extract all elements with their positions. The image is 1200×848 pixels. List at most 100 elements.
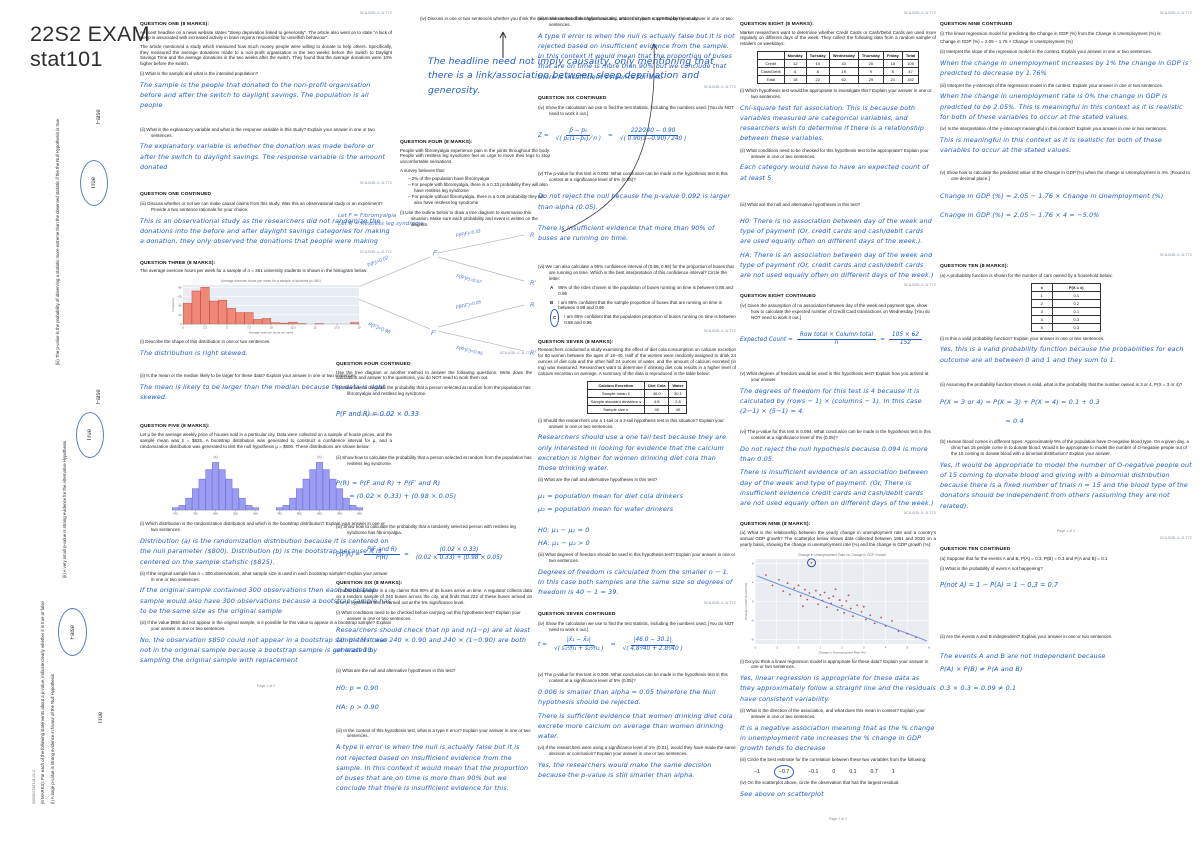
option-text: I am 95% confident that the population p… bbox=[564, 314, 736, 326]
table-cell: 21 bbox=[882, 75, 903, 85]
handwritten-answer: A type II error is when the null is actu… bbox=[538, 31, 735, 81]
question-text: (iv) Given the assumption of no associat… bbox=[740, 303, 931, 320]
page-code: 0C8-B35-4--8-772 bbox=[359, 413, 392, 418]
question-text: (i) What conditions need to be checked b… bbox=[336, 609, 521, 621]
table-header-cell: P(X = x) bbox=[1051, 282, 1102, 292]
page-code: 0C8-B35-4--8-772 bbox=[499, 351, 532, 355]
svg-text:800: 800 bbox=[213, 512, 218, 516]
question-text: (iii) Show how to calculate the probabil… bbox=[336, 524, 516, 535]
fraction-denominator: √( 0.90(1−0.90) ⁄ 240 ) bbox=[619, 136, 687, 143]
histogram-chart: (b) 785 805 825 845 865 bbox=[270, 453, 366, 517]
column-col2top: QUESTION FOUR (8 MARKS): People with fibr… bbox=[400, 133, 550, 230]
svg-text:40: 40 bbox=[178, 304, 182, 308]
question-text: (i) Show how to calculate the probabilit… bbox=[336, 385, 531, 397]
question-text: (v) The p-value for this test is 0.092. … bbox=[538, 170, 728, 182]
formula-lhs: Expected Count = bbox=[740, 336, 793, 343]
table-cell: 5 bbox=[882, 67, 903, 77]
spacer bbox=[740, 210, 936, 213]
question-text: (ii) What are the null and alternative h… bbox=[336, 668, 456, 674]
question-paragraph: A survey believes that: bbox=[400, 167, 446, 173]
question-text: (b) Human blood comes in different types… bbox=[940, 439, 1189, 456]
handwritten-answer: If the original sample contained 300 obs… bbox=[140, 586, 391, 615]
option-letter: B bbox=[550, 299, 554, 305]
question-text: (v) What degrees of freedom would be use… bbox=[740, 370, 929, 382]
handwritten-answer: The distribution is right skewed. bbox=[140, 348, 248, 357]
spacer bbox=[140, 114, 392, 123]
document-title-line1: 22S2 EXAM bbox=[30, 22, 150, 46]
question-header: QUESTION NINE CONTINUED bbox=[940, 22, 1013, 27]
correlation-options: −1 −0.7 −0.1 0 0.1 0.7 1 bbox=[754, 765, 936, 780]
handwritten-answer: Researchers should use a one tail test b… bbox=[538, 433, 727, 473]
question-text: (ii) Is the mean or the median likely to… bbox=[140, 372, 357, 378]
bullet-item: – For people with fibromyalgia, there is… bbox=[408, 181, 548, 193]
handwritten-answer: This is an observational study as the re… bbox=[140, 216, 390, 246]
scatter-plot: Change in Unemployment Rate vs Change in… bbox=[743, 551, 936, 655]
fraction-numerator: (0.02 × 0.33) bbox=[436, 547, 482, 556]
circled-option-letter: C bbox=[550, 309, 560, 328]
question-paragraph: The average exercise hours per week for … bbox=[140, 268, 368, 274]
question-text: (iii) Discuss whether or not we can make… bbox=[140, 201, 383, 212]
question-text: (vi) The p-value for this test is 0.094.… bbox=[740, 429, 931, 441]
spacer bbox=[940, 224, 1192, 250]
table-row: 4 0.3 bbox=[1031, 314, 1102, 324]
table-row: 5 0.3 bbox=[1031, 322, 1102, 332]
svg-text:1: 1 bbox=[820, 645, 822, 649]
question-paragraph: A recent headline on a news website stat… bbox=[140, 29, 392, 41]
question-text: (ii) Interpret the slope of the regressi… bbox=[940, 49, 1152, 55]
handwritten-answer: Do not reject the null hypothesis becaus… bbox=[740, 444, 928, 464]
fraction: 105 × 62 152 bbox=[888, 332, 922, 348]
table-cell: 29 bbox=[857, 75, 884, 85]
question-header: QUESTION EIGHT CONTINUED bbox=[740, 294, 816, 300]
question-text: (iii) What are the null and alternative … bbox=[740, 201, 861, 207]
fraction: |46.0 − 30.1| √( 4.8²⁄40 + 2.8²⁄40 ) bbox=[620, 637, 686, 653]
handwritten-answer-lines: H0: μ₁ − μ₂ = 0 HA: μ₁ − μ₂ > 0 bbox=[538, 525, 736, 549]
option-list: A 95% of the rides chosen in the populati… bbox=[538, 285, 736, 328]
handwritten-answer: Each category would have to have an expe… bbox=[740, 163, 929, 182]
question-header: QUESTION ONE (8 MARKS): bbox=[140, 22, 210, 27]
handwritten-answer: Yes, it would be appropriate to model th… bbox=[940, 460, 1192, 510]
handwritten-answer-lines: Change in GDP (%) = 2.05 − 1.76 × Change… bbox=[940, 191, 1192, 221]
table-cell: 43 bbox=[828, 59, 859, 69]
svg-text:760: 760 bbox=[173, 512, 178, 516]
circled-false-answer: False bbox=[58, 608, 87, 656]
margin-question-header: (6 MARKS): For each of the following sta… bbox=[40, 601, 46, 804]
handwritten-answer-line: μ₁ = population mean for diet cola drink… bbox=[538, 492, 684, 501]
svg-text:-4: -4 bbox=[751, 618, 754, 622]
margin-false-label-2: False bbox=[96, 389, 102, 404]
spacer bbox=[336, 504, 532, 520]
handwritten-answer-line: Change in GDP (%) = 2.05 − 1.76 × 4 = −5… bbox=[940, 211, 1100, 220]
table-cell: 2 bbox=[1031, 298, 1053, 308]
fraction-numerator: |x̄₁ − x̄₂| bbox=[563, 637, 594, 646]
question-text: (i) Do you think a linear regression mod… bbox=[740, 658, 929, 670]
svg-text:0: 0 bbox=[752, 599, 754, 603]
handwritten-answer-lines: P(R) = P(F and R) + P(F′ and R) = (0.02 … bbox=[336, 478, 532, 502]
spacer bbox=[538, 119, 736, 123]
page-code: 0C8-B35-4--8-772 bbox=[903, 283, 936, 288]
question-paragraph: (a) What is the relationship between the… bbox=[740, 529, 936, 547]
fraction-denominator: √( p₀(1−p₀) ⁄ n ) bbox=[555, 136, 601, 143]
fraction-denominator: n bbox=[834, 340, 839, 347]
handwritten-answer: When the change in unemployment rate is … bbox=[940, 92, 1183, 121]
question-header: QUESTION SIX (8 MARKS): bbox=[336, 580, 403, 586]
table-header-cell: Calcium Excretion bbox=[586, 380, 646, 390]
handwritten-answer-line bbox=[336, 696, 532, 699]
svg-text:80: 80 bbox=[178, 285, 182, 289]
table-cell: 18 bbox=[783, 75, 807, 85]
handwritten-formula: Expected Count = Row total × Column total… bbox=[740, 332, 936, 348]
handwritten-answer: The degrees of freedom for this test is … bbox=[740, 386, 922, 416]
margin-statement-ii: (ii) A very small p-value is strong evid… bbox=[62, 440, 67, 578]
table-row: Total 18 22 62 29 21 152 bbox=[756, 75, 920, 85]
question-text: (iii) Interpret the y-intercept of the r… bbox=[940, 82, 1164, 88]
formula-lhs: Z = bbox=[538, 132, 549, 139]
spacer bbox=[940, 390, 1192, 394]
table-header-row: Monday Tuesday Wednesday Thursday Friday Tota… bbox=[756, 51, 920, 61]
fraction-denominator: √( s₁²⁄n₁ + s₂²⁄n₂ ) bbox=[553, 645, 604, 652]
handwritten-formula: P(not A) = 1 − P(A) = 1 − 0.3 = 0.7 bbox=[940, 580, 1059, 589]
spacer bbox=[538, 518, 736, 522]
handwritten-answer: There is insufficient evidence of an ass… bbox=[740, 468, 934, 508]
question-paragraph: People with fibromyalgia experience pain… bbox=[400, 147, 550, 165]
fraction: P(F and R) P(R) bbox=[364, 547, 401, 563]
handwritten-answer: When the change in unemployment increase… bbox=[940, 59, 1189, 78]
svg-text:12.5: 12.5 bbox=[290, 325, 296, 329]
handwritten-answer-line: The events A and B are not independent b… bbox=[940, 651, 1106, 660]
